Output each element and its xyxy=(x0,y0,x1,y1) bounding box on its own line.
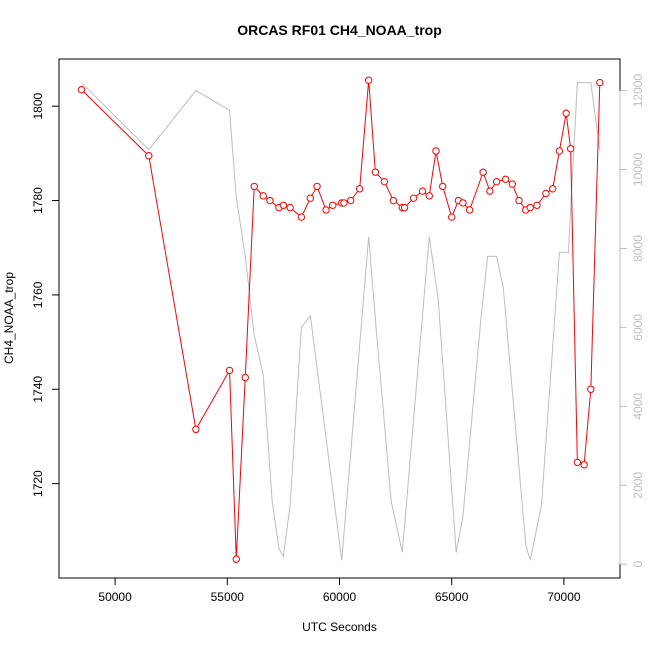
chart-title: ORCAS RF01 CH4_NOAA_trop xyxy=(237,22,442,38)
ch4-point xyxy=(266,196,274,205)
ch4-point xyxy=(306,194,315,202)
ch4-point xyxy=(448,213,456,221)
ch4-point xyxy=(355,185,364,193)
ch4-point xyxy=(313,182,321,191)
ch4-point xyxy=(580,461,588,469)
ch4-point xyxy=(409,194,418,202)
ch4-point xyxy=(548,185,557,193)
ch4-point xyxy=(459,199,467,207)
ch4-point xyxy=(279,201,288,209)
ch4-point xyxy=(596,78,604,87)
altitude-line xyxy=(81,82,601,561)
ch4-point xyxy=(492,177,501,186)
y2-tick-label: 10000 xyxy=(631,153,645,187)
ch4-series xyxy=(77,76,604,563)
ch4-point xyxy=(418,187,427,195)
y2-tick-label: 2000 xyxy=(631,472,645,499)
ch4-point xyxy=(533,201,541,209)
y-tick-label: 1780 xyxy=(31,187,45,214)
y2-tick-label: 12000 xyxy=(631,74,645,108)
ch4-point xyxy=(566,144,575,153)
ch4-point xyxy=(515,196,523,205)
ch4-point xyxy=(329,201,337,209)
ch4-point xyxy=(340,199,348,207)
x-tick-label: 55000 xyxy=(211,590,245,604)
ch4-point xyxy=(465,206,474,214)
y-tick-label: 1720 xyxy=(31,470,45,497)
x-axis-title: UTC Seconds xyxy=(302,620,377,634)
ch4-point xyxy=(389,196,398,205)
y2-tick-label: 8000 xyxy=(631,235,645,262)
ch4-point xyxy=(380,177,389,186)
x-tick-label: 65000 xyxy=(435,590,469,604)
ch4-point xyxy=(486,187,494,195)
y-axis-left: 1720 1740 1760 1780 1800 xyxy=(31,93,60,497)
ch4-point xyxy=(232,555,240,563)
ch4-point xyxy=(192,425,200,434)
plot-frame xyxy=(58,58,621,579)
y-tick-label: 1800 xyxy=(31,93,45,120)
y2-tick-label: 6000 xyxy=(631,314,645,341)
ch4-point xyxy=(508,180,516,188)
ch4-line xyxy=(81,80,601,560)
ch4-point xyxy=(322,206,330,214)
ch4-point xyxy=(241,373,249,382)
y-tick-label: 1760 xyxy=(31,281,45,308)
ch4-point xyxy=(259,192,267,200)
ch4-point xyxy=(225,366,234,375)
x-axis: 50000 55000 60000 65000 70000 xyxy=(98,577,581,604)
ch4-point xyxy=(145,152,153,160)
altitude-series xyxy=(81,82,601,561)
ch4-point xyxy=(77,85,86,94)
y-axis-right: 0 2000 4000 6000 8000 10000 12000 xyxy=(619,74,645,568)
x-tick-label: 60000 xyxy=(323,590,357,604)
x-tick-label: 50000 xyxy=(98,590,132,604)
y2-tick-label: 0 xyxy=(631,561,645,568)
ch4-point xyxy=(555,147,564,155)
ch4-point xyxy=(479,168,487,176)
ch4-point xyxy=(501,175,510,184)
ch4-point xyxy=(573,458,582,467)
ch4-point xyxy=(587,385,595,393)
ch4-point xyxy=(364,76,373,84)
ch4-point xyxy=(371,168,380,176)
ch4-point xyxy=(562,109,570,117)
ch4-point xyxy=(400,203,409,212)
y-tick-label: 1740 xyxy=(31,376,45,403)
ch4-point xyxy=(526,203,534,212)
ch4-point xyxy=(347,196,355,205)
ch4-point xyxy=(439,182,447,191)
ch4-point xyxy=(250,182,258,191)
ch4-point xyxy=(542,189,550,198)
ch4-point xyxy=(432,147,440,155)
y-axis-title: CH4_NOAA_trop xyxy=(2,272,16,364)
y2-tick-label: 4000 xyxy=(631,393,645,420)
ch4-point xyxy=(297,213,306,221)
ch4-point xyxy=(286,203,294,212)
x-tick-label: 70000 xyxy=(547,590,581,604)
ch4-point xyxy=(425,192,433,200)
